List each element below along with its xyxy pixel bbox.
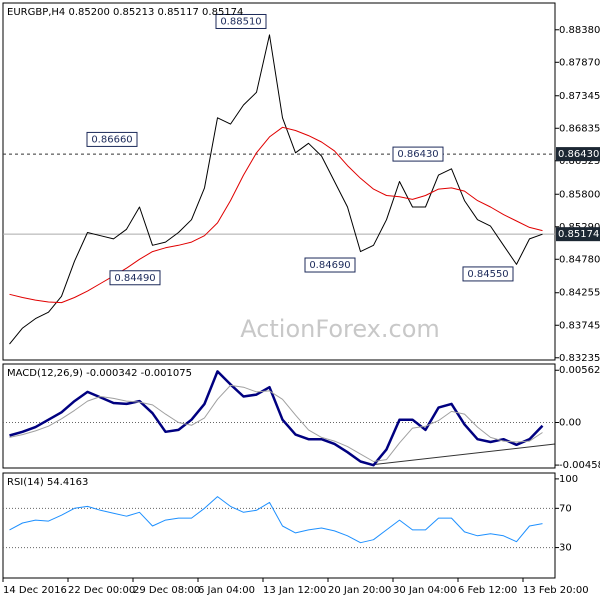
- annotation-label: 0.84550: [467, 269, 508, 280]
- y-tick-label: 0.88380: [559, 25, 600, 36]
- resistance-box: [556, 147, 600, 162]
- y-tick-label: 30: [559, 543, 572, 554]
- y-tick-label: 0.86325: [559, 156, 600, 167]
- annotation-box: [392, 146, 444, 162]
- x-tick-label: 22 Dec 00:00: [68, 585, 135, 596]
- last-price-box: [556, 227, 600, 242]
- panel-border: [2, 2, 556, 361]
- panel-title: MACD(12,26,9) -0.000342 -0.001075: [7, 368, 192, 379]
- panel-title: RSI(14) 54.4163: [7, 477, 88, 488]
- trend-line: [369, 443, 556, 466]
- annotation-label: 0.86660: [91, 134, 132, 145]
- y-tick-label: -0.004586: [559, 460, 600, 471]
- x-tick-label: 13 Jan 12:00: [263, 585, 326, 596]
- y-tick-label: 0.83235: [559, 353, 600, 364]
- annotation-box: [109, 270, 161, 286]
- series-line: [9, 384, 543, 462]
- panel-title: EURGBP,H4 0.85200 0.85213 0.85117 0.8517…: [7, 7, 243, 18]
- watermark: ActionForex.com: [240, 315, 440, 343]
- y-tick-label: 70: [559, 503, 572, 514]
- y-tick-label: 0.005627: [559, 365, 600, 376]
- y-tick-label: 100: [559, 474, 578, 485]
- annotation-label: 0.88510: [220, 16, 261, 27]
- x-tick-label: 6 Feb 12:00: [458, 585, 517, 596]
- annotation-box: [215, 13, 267, 29]
- annotation-label: 0.84690: [309, 260, 350, 271]
- annotation-box: [462, 266, 514, 282]
- resistance-label: 0.86430: [558, 149, 599, 160]
- y-tick-label: 0.87345: [559, 91, 600, 102]
- panel-border: [2, 363, 556, 469]
- annotation-box: [86, 131, 138, 147]
- y-tick-label: 0.84255: [559, 288, 600, 299]
- last-price-label: 0.85174: [558, 229, 599, 240]
- annotation-box: [304, 257, 356, 273]
- x-tick-label: 29 Dec 08:00: [133, 585, 200, 596]
- annotation-label: 0.86430: [397, 149, 438, 160]
- y-tick-label: 0.84780: [559, 254, 600, 265]
- y-tick-label: 0.86835: [559, 123, 600, 134]
- y-tick-label: 0.85800: [559, 189, 600, 200]
- y-tick-label: 0.83745: [559, 320, 600, 331]
- x-tick-label: 30 Jan 04:00: [393, 585, 456, 596]
- x-tick-label: 20 Jan 20:00: [328, 585, 391, 596]
- series-line: [9, 370, 544, 467]
- y-tick-label: 0.87870: [559, 57, 600, 68]
- series-line: [9, 34, 543, 345]
- x-tick-label: 6 Jan 04:00: [198, 585, 255, 596]
- annotation-label: 0.84490: [114, 273, 155, 284]
- series-line: [9, 126, 543, 304]
- x-tick-label: 13 Feb 20:00: [523, 585, 589, 596]
- panel-border: [2, 472, 556, 579]
- series-line: [9, 496, 543, 544]
- x-tick-label: 14 Dec 2016: [3, 585, 67, 596]
- y-tick-label: 0.00: [559, 418, 581, 429]
